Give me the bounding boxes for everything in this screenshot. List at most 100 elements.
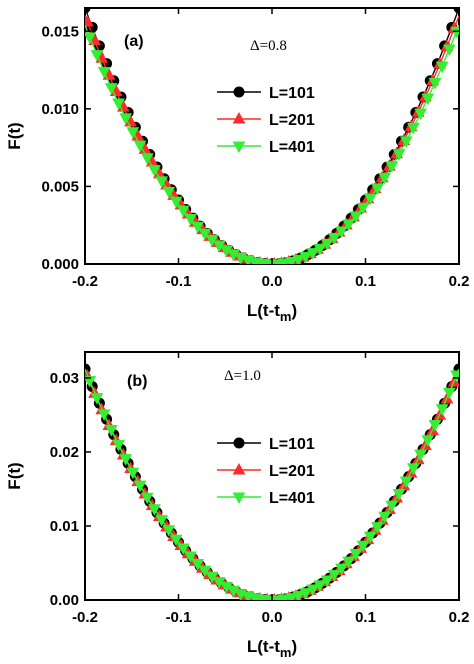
data-point xyxy=(205,234,219,247)
y-axis-label: F(t) xyxy=(5,122,24,149)
y-ticks: 0.000 0.005 0.010 0.015 xyxy=(41,23,459,273)
data-point xyxy=(435,61,449,74)
data-point xyxy=(155,176,169,188)
data-point xyxy=(162,186,176,199)
x-tick-label: 0.0 xyxy=(262,609,283,626)
data-point xyxy=(119,454,133,466)
y-tick-label: 0.000 xyxy=(41,256,79,273)
data-point xyxy=(421,435,435,447)
data-point xyxy=(90,50,104,62)
x-tick-label: 0.1 xyxy=(355,273,376,290)
data-point xyxy=(443,387,456,400)
data-point xyxy=(392,149,406,161)
panel-b: -0.2 -0.1 0.0 0.1 0.2 0.00 0.01 0.02 0.03 (b) Δ… xyxy=(5,351,469,660)
x-ticks: -0.2 -0.1 0.0 0.1 0.2 xyxy=(72,352,469,626)
x-ticks: -0.2 -0.1 0.0 0.1 0.2 xyxy=(72,8,469,290)
legend-marker xyxy=(233,437,245,449)
data-point xyxy=(313,580,327,592)
legend: L=101 L=201 L=401 xyxy=(217,85,315,156)
x-tick-label: 0.0 xyxy=(262,273,283,290)
data-point xyxy=(85,14,94,27)
panel-label: (a) xyxy=(124,33,144,50)
data-point xyxy=(453,8,459,14)
y-tick-label: 0.010 xyxy=(41,101,79,118)
data-point xyxy=(112,98,125,111)
legend-label: L=201 xyxy=(269,112,315,129)
data-point xyxy=(104,83,118,95)
data-point xyxy=(85,8,91,14)
data-point xyxy=(371,522,384,534)
y-tick-label: 0.005 xyxy=(41,178,79,195)
data-point xyxy=(176,205,190,218)
data-point xyxy=(184,551,197,564)
data-point xyxy=(421,93,435,106)
data-point xyxy=(327,232,341,245)
data-point xyxy=(169,534,183,547)
data-point xyxy=(450,26,459,39)
data-point xyxy=(320,575,334,587)
data-point xyxy=(140,153,154,165)
x-axis-label: L(t-tm) xyxy=(247,637,297,660)
data-point xyxy=(191,558,204,571)
x-tick-label: 0.2 xyxy=(449,273,470,290)
legend-label: L=101 xyxy=(269,85,315,102)
data-point xyxy=(155,515,169,527)
x-tick-label: -0.1 xyxy=(166,609,192,626)
data-point xyxy=(335,563,348,576)
data-point xyxy=(104,424,118,437)
data-point xyxy=(299,588,312,600)
data-point xyxy=(385,161,399,173)
x-tick-label: -0.2 xyxy=(72,609,98,626)
legend-item: L=201 xyxy=(217,111,315,129)
data-point xyxy=(299,251,312,264)
y-tick-label: 0.00 xyxy=(50,592,79,609)
legend: L=101 L=201 L=401 xyxy=(217,436,315,507)
data-point xyxy=(363,193,377,206)
legend-label: L=401 xyxy=(269,490,315,507)
data-point xyxy=(320,238,334,251)
data-point xyxy=(414,449,427,462)
legend-item: L=401 xyxy=(217,139,315,156)
legend-marker xyxy=(233,86,245,98)
data-point xyxy=(133,480,147,493)
data-point xyxy=(385,500,399,513)
data-point xyxy=(313,243,327,256)
data-point xyxy=(198,228,212,241)
data-point xyxy=(176,543,190,556)
legend-label: L=201 xyxy=(269,463,315,480)
data-point xyxy=(306,584,320,597)
data-point xyxy=(126,127,140,139)
x-axis-label: L(t-tm) xyxy=(247,301,297,324)
data-point xyxy=(284,593,298,600)
data-point xyxy=(356,202,370,215)
annotation-delta: Δ=1.0 xyxy=(224,368,261,384)
panel-label: (b) xyxy=(127,373,147,390)
data-point xyxy=(291,254,305,264)
data-point xyxy=(371,183,384,196)
legend-label: L=101 xyxy=(269,436,315,453)
data-point xyxy=(284,256,298,264)
data-point xyxy=(148,504,161,516)
data-point xyxy=(148,165,161,177)
data-point xyxy=(392,488,406,501)
data-point xyxy=(85,376,97,388)
data-point xyxy=(435,404,449,416)
x-tick-label: -0.2 xyxy=(72,273,98,290)
legend-label: L=401 xyxy=(269,139,315,156)
data-point xyxy=(327,569,341,582)
legend-marker xyxy=(232,141,246,154)
data-point xyxy=(291,590,305,600)
y-axis-label: F(t) xyxy=(5,462,24,489)
data-point xyxy=(399,136,413,148)
series-layer xyxy=(85,8,459,264)
data-point xyxy=(363,531,377,544)
data-point xyxy=(162,525,176,537)
data-point xyxy=(356,540,370,553)
legend-item: L=401 xyxy=(217,490,315,507)
legend-item: L=201 xyxy=(217,462,315,480)
data-point xyxy=(133,140,147,153)
legend-marker xyxy=(232,492,246,505)
data-point xyxy=(399,476,413,489)
data-point xyxy=(414,108,427,121)
